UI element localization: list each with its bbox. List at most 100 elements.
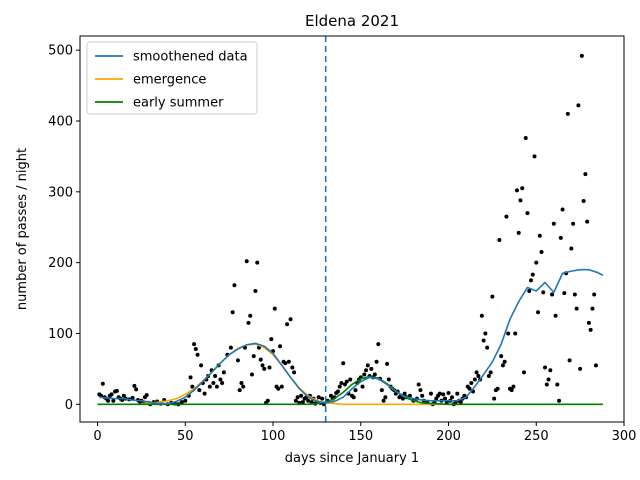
data-point (555, 382, 560, 387)
data-point (255, 260, 260, 265)
data-point (527, 288, 532, 293)
data-point (481, 338, 486, 343)
data-point (569, 246, 574, 251)
data-point (476, 373, 481, 378)
data-point (490, 294, 495, 299)
data-point (499, 354, 504, 359)
data-point (237, 388, 242, 393)
data-point (544, 382, 549, 387)
x-tick-label: 50 (177, 429, 194, 444)
data-point (571, 221, 576, 226)
data-point (179, 400, 184, 405)
data-point (251, 354, 256, 359)
data-point (376, 342, 381, 347)
data-point (265, 398, 270, 403)
data-point (279, 384, 284, 389)
x-tick-label: 0 (93, 429, 101, 444)
legend-label: emergence (133, 73, 206, 88)
data-point (144, 393, 149, 398)
data-point (188, 375, 193, 380)
data-point (509, 388, 514, 393)
data-point (244, 259, 249, 264)
data-point (253, 288, 258, 293)
data-point (386, 377, 391, 382)
data-point (458, 400, 463, 405)
data-point (495, 386, 500, 391)
data-point (583, 172, 588, 177)
data-point (539, 250, 544, 255)
data-point (190, 384, 195, 389)
data-point (450, 395, 455, 400)
x-tick-label: 100 (261, 429, 286, 444)
legend: smoothened data emergence early summer (86, 41, 258, 115)
data-point (283, 361, 288, 366)
data-point (195, 352, 200, 357)
data-point (278, 344, 283, 349)
data-point (293, 398, 298, 403)
x-tick-label: 300 (612, 429, 637, 444)
data-point (372, 372, 377, 377)
data-point (344, 379, 349, 384)
data-point (586, 320, 591, 325)
data-point (541, 290, 546, 295)
data-point (295, 395, 300, 400)
data-point (548, 368, 553, 373)
data-point (269, 337, 274, 342)
data-point (339, 381, 344, 386)
y-tick-label: 200 (48, 256, 73, 271)
data-point (576, 103, 581, 108)
data-point (134, 387, 139, 392)
data-point (385, 361, 390, 366)
data-point (192, 342, 197, 347)
data-point (300, 400, 305, 405)
data-point (276, 386, 281, 391)
data-point (558, 235, 563, 240)
data-point (593, 363, 598, 368)
legend-box (86, 41, 258, 115)
data-point (130, 395, 135, 400)
data-point (537, 233, 542, 238)
plot-layer (97, 36, 604, 422)
data-point (249, 372, 254, 377)
series-line-smoothened-data (99, 268, 604, 405)
data-point (443, 396, 448, 401)
data-point (455, 391, 460, 396)
data-point (214, 384, 219, 389)
data-point (241, 384, 246, 389)
data-point (292, 370, 297, 375)
data-point (285, 322, 290, 327)
data-point (341, 361, 346, 366)
data-point (520, 186, 525, 191)
data-point (111, 398, 116, 403)
chart-title: Eldena 2021 (305, 12, 399, 30)
plot-frame (79, 35, 625, 423)
data-point (183, 398, 188, 403)
data-point (369, 366, 374, 371)
data-point (474, 370, 479, 375)
data-point (348, 377, 353, 382)
data-point (290, 365, 295, 370)
data-point (335, 389, 340, 394)
data-point (551, 221, 556, 226)
legend-label: early summer (133, 96, 224, 111)
data-point (132, 383, 137, 388)
data-point (353, 388, 358, 393)
data-point (502, 359, 507, 364)
data-point (504, 214, 509, 219)
data-point (550, 292, 555, 297)
data-point (193, 347, 198, 352)
data-point (239, 381, 244, 386)
data-point (211, 381, 216, 386)
data-point (562, 291, 567, 296)
data-point (506, 331, 511, 336)
data-point (320, 396, 325, 401)
data-point (497, 237, 502, 242)
data-point (518, 198, 523, 203)
data-point (220, 381, 225, 386)
data-point (585, 219, 590, 224)
data-point (579, 53, 584, 58)
legend-label: smoothened data (133, 50, 248, 65)
data-point (230, 310, 235, 315)
data-point (560, 207, 565, 212)
data-point (511, 384, 516, 389)
